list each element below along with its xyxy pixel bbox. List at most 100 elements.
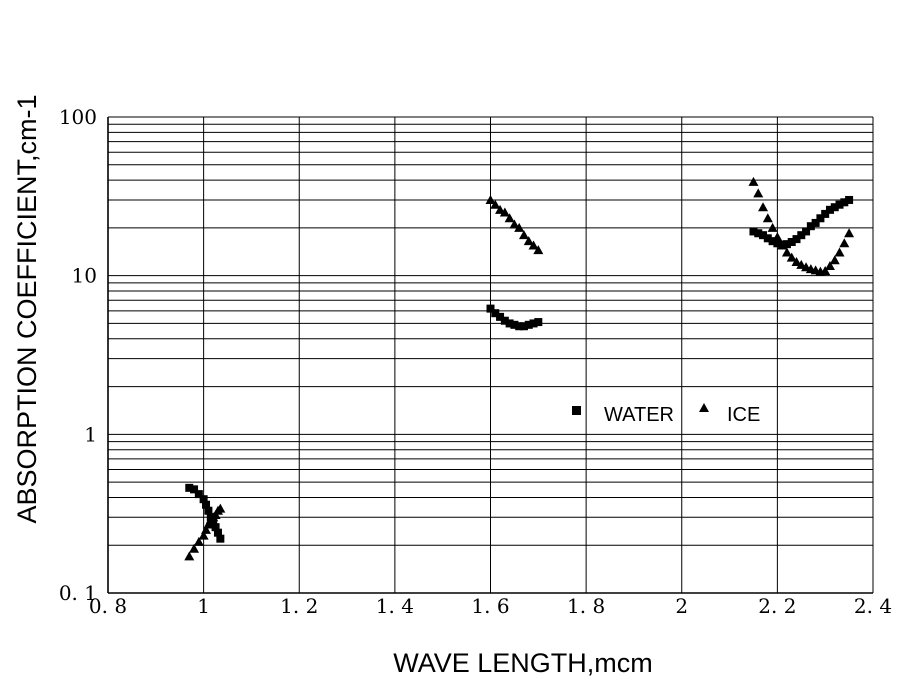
x-axis-title: WAVE LENGTH,mcm <box>393 648 653 677</box>
x-tick-labels: 0. 8 1 1. 2 1. 4 1. 6 1. 8 2 2. 2 2. 4 <box>89 594 892 618</box>
water-point <box>491 309 500 318</box>
water-point <box>835 200 844 209</box>
water-point <box>216 534 225 543</box>
water-point <box>486 304 495 313</box>
x-tick-label: 1 <box>197 594 210 618</box>
ice-point <box>504 213 515 223</box>
legend-water-marker <box>572 406 581 415</box>
water-point <box>213 528 222 537</box>
ice-point <box>762 213 773 223</box>
water-point <box>840 198 849 207</box>
water-point <box>204 506 213 515</box>
ice-point <box>189 543 200 553</box>
x-tick-label: 0. 8 <box>89 594 127 618</box>
ice-point <box>781 247 792 257</box>
ice-point <box>824 261 835 271</box>
water-point <box>529 319 538 328</box>
water-point <box>519 322 528 331</box>
y-tick-label: 10 <box>72 264 97 288</box>
water-point <box>782 240 791 249</box>
water-point <box>806 222 815 231</box>
legend-water-label: WATER <box>604 404 674 426</box>
ice-point <box>193 536 204 546</box>
x-tick-label: 1. 6 <box>471 594 509 618</box>
water-point <box>845 195 854 204</box>
ice-point <box>490 199 501 209</box>
water-point <box>830 203 839 212</box>
ice-point <box>753 188 764 198</box>
water-point <box>190 485 199 494</box>
grid <box>107 116 874 594</box>
ice-point <box>523 236 534 246</box>
water-point <box>811 218 820 227</box>
ice-point <box>777 240 788 250</box>
water-point <box>816 214 825 223</box>
water-point <box>749 227 758 236</box>
water-point <box>821 209 830 218</box>
water-point <box>194 490 203 499</box>
water-point <box>515 322 524 331</box>
ice-point <box>499 207 510 217</box>
water-point <box>797 231 806 240</box>
ice-point <box>791 256 802 266</box>
x-tick-label: 1. 4 <box>376 594 414 618</box>
water-point <box>185 483 194 492</box>
ice-point <box>758 202 769 212</box>
ice-point <box>215 503 226 513</box>
water-point <box>825 205 834 214</box>
x-tick-label: 2 <box>675 594 688 618</box>
water-point <box>202 500 211 509</box>
ice-point <box>485 194 496 204</box>
axes <box>107 117 873 594</box>
data-points <box>184 176 855 561</box>
ice-point <box>518 230 529 240</box>
y-tick-label: 100 <box>59 105 97 129</box>
ice-point <box>495 204 506 214</box>
y-tick-label: 0. 1 <box>59 581 97 605</box>
ice-point <box>829 255 840 265</box>
legend: WATER ICE <box>572 403 760 426</box>
legend-ice-label: ICE <box>727 404 760 426</box>
water-point <box>500 316 509 325</box>
water-point <box>505 319 514 328</box>
ice-point <box>772 232 783 242</box>
x-tick-label: 2. 2 <box>758 594 796 618</box>
water-point <box>792 235 801 244</box>
water-point <box>754 229 763 238</box>
ice-point <box>786 252 797 262</box>
y-axis-title: ABSORPTION COEFFICIENT,cm-1 <box>12 94 42 523</box>
legend-ice-marker <box>699 403 709 412</box>
ice-point <box>767 222 778 232</box>
water-point <box>524 320 533 329</box>
ice-point <box>203 519 214 529</box>
ice-point <box>201 524 212 534</box>
ice-point <box>748 176 759 186</box>
ice-point <box>533 245 544 255</box>
x-tick-label: 1. 2 <box>280 594 318 618</box>
water-point <box>768 237 777 246</box>
x-tick-label: 2. 4 <box>854 594 892 618</box>
water-point <box>763 234 772 243</box>
water-point <box>199 495 208 504</box>
ice-point <box>839 238 850 248</box>
y-tick-labels: 0. 1 1 10 100 <box>59 105 97 605</box>
water-point <box>787 237 796 246</box>
ice-point <box>844 228 855 238</box>
ice-point <box>820 266 831 276</box>
water-point <box>759 231 768 240</box>
ice-point <box>509 219 520 229</box>
ice-point <box>514 222 525 232</box>
water-point <box>496 312 505 321</box>
ice-point <box>184 551 195 561</box>
water-point <box>534 318 543 327</box>
ice-point <box>834 247 845 257</box>
water-point <box>802 227 811 236</box>
water-point <box>773 239 782 248</box>
water-point <box>211 523 220 532</box>
water-point <box>510 320 519 329</box>
y-tick-label: 1 <box>84 422 97 446</box>
ice-point <box>528 240 539 250</box>
ice-point <box>198 530 209 540</box>
x-tick-label: 1. 8 <box>567 594 605 618</box>
